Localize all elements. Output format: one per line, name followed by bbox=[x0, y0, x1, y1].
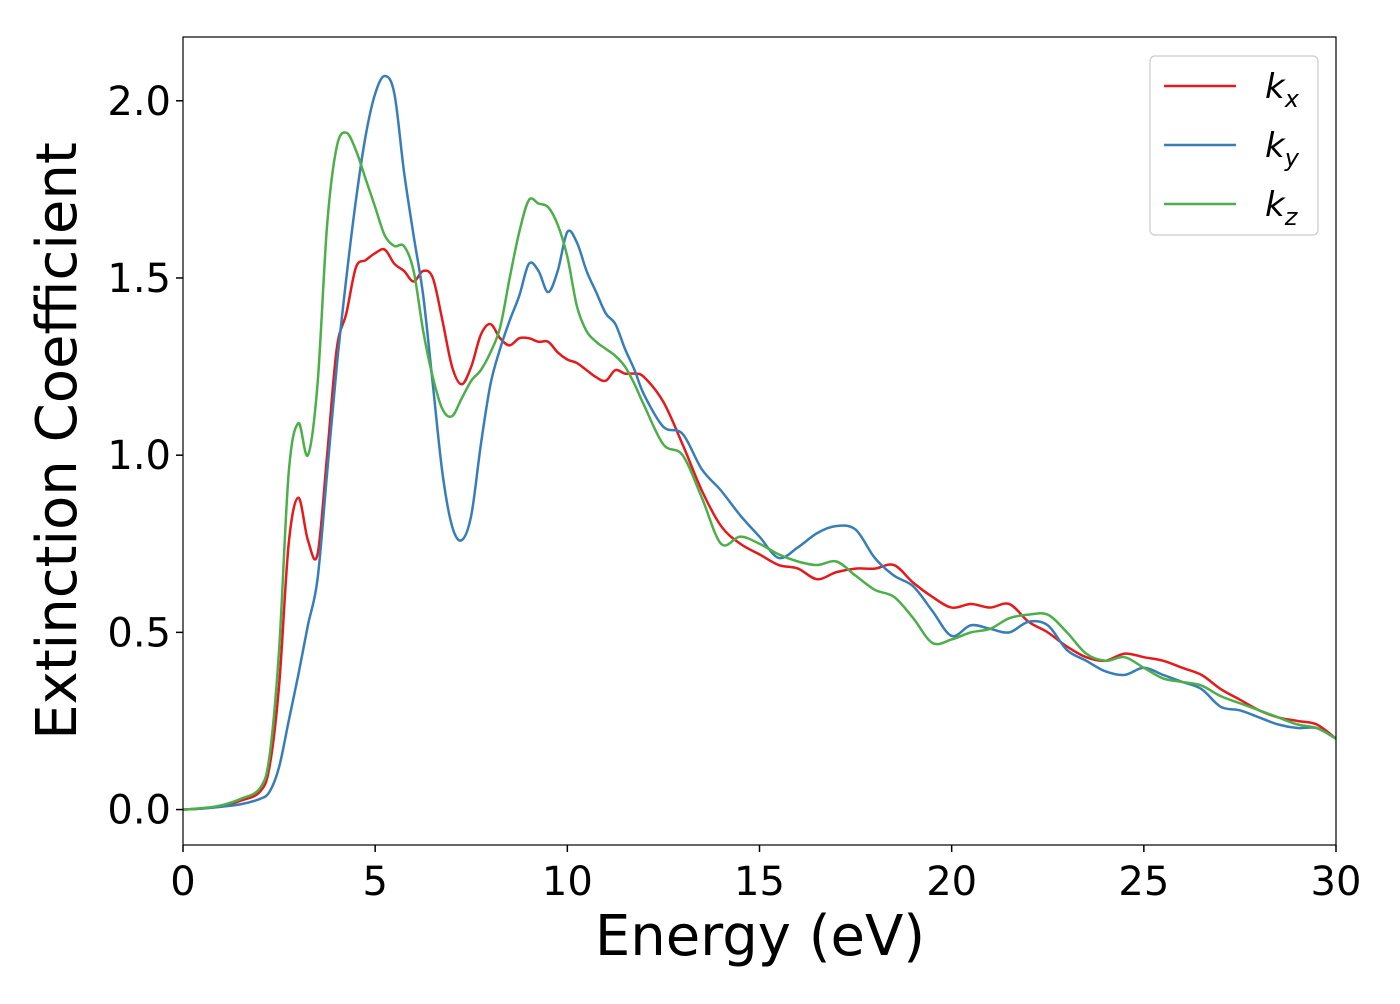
series-line bbox=[182, 74, 1337, 811]
y-tick-label: 1.0 bbox=[107, 433, 171, 479]
x-tick-label: 5 bbox=[362, 859, 387, 905]
x-tick-label: 10 bbox=[542, 859, 593, 905]
y-tick-label: 0.5 bbox=[107, 610, 171, 656]
x-axis-label: Energy (eV) bbox=[595, 904, 925, 969]
x-tick-label: 25 bbox=[1118, 859, 1169, 905]
y-axis-label: Extinction Coefficient bbox=[25, 142, 90, 740]
plot-frame bbox=[182, 36, 1337, 846]
x-tick-label: 30 bbox=[1311, 859, 1362, 905]
x-tick-label: 0 bbox=[170, 859, 195, 905]
y-tick-label: 0.0 bbox=[107, 788, 171, 834]
series-line bbox=[182, 131, 1337, 811]
series-line bbox=[182, 247, 1337, 811]
x-tick-label: 20 bbox=[926, 859, 977, 905]
x-tick-label: 15 bbox=[734, 859, 785, 905]
y-tick-label: 2.0 bbox=[107, 79, 171, 125]
y-tick-label: 1.5 bbox=[107, 256, 171, 302]
